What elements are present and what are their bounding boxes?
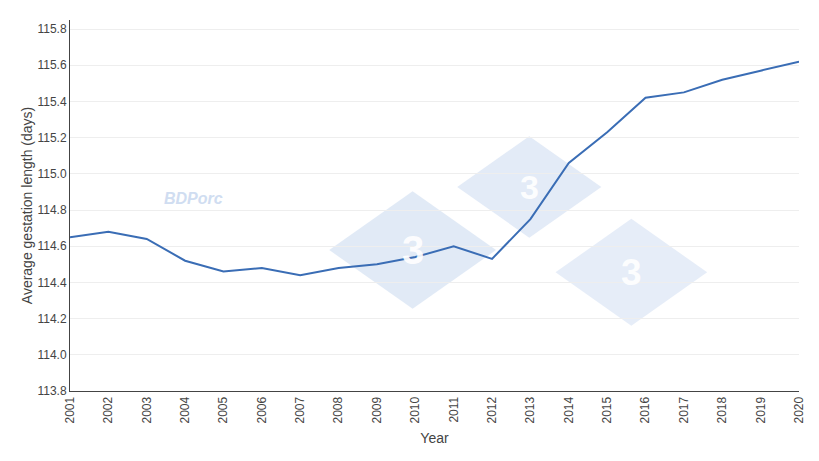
svg-text:2007: 2007 <box>293 396 307 423</box>
svg-text:BDPorc: BDPorc <box>164 190 223 207</box>
svg-text:2016: 2016 <box>638 396 652 423</box>
svg-text:2010: 2010 <box>408 396 422 423</box>
svg-text:114.6: 114.6 <box>37 239 66 253</box>
svg-text:2002: 2002 <box>101 396 115 423</box>
svg-text:2004: 2004 <box>178 396 192 423</box>
svg-text:3: 3 <box>621 252 642 293</box>
svg-text:3: 3 <box>520 168 539 206</box>
svg-text:115.4: 115.4 <box>37 95 66 109</box>
svg-text:114.2: 114.2 <box>37 312 66 326</box>
svg-text:2019: 2019 <box>754 396 768 423</box>
svg-text:2005: 2005 <box>216 396 230 423</box>
svg-text:114.4: 114.4 <box>37 276 66 290</box>
svg-text:Year: Year <box>420 430 449 446</box>
svg-text:2008: 2008 <box>331 396 345 423</box>
svg-text:2011: 2011 <box>447 396 461 422</box>
svg-text:2020: 2020 <box>792 396 806 423</box>
svg-text:114.8: 114.8 <box>37 203 66 217</box>
svg-text:113.8: 113.8 <box>37 384 66 398</box>
svg-text:2012: 2012 <box>485 396 499 423</box>
svg-text:2014: 2014 <box>562 396 576 423</box>
svg-text:115.6: 115.6 <box>37 58 66 72</box>
svg-text:115.2: 115.2 <box>37 131 66 145</box>
svg-text:115.0: 115.0 <box>37 167 66 181</box>
svg-text:2003: 2003 <box>140 396 154 423</box>
svg-text:114.0: 114.0 <box>37 348 66 362</box>
svg-text:2013: 2013 <box>523 396 537 423</box>
svg-text:115.8: 115.8 <box>37 22 66 36</box>
svg-text:3: 3 <box>402 228 424 272</box>
svg-text:2001: 2001 <box>63 396 77 423</box>
svg-text:Average gestation length (days: Average gestation length (days) <box>19 107 35 304</box>
svg-text:2017: 2017 <box>677 396 691 423</box>
svg-text:2018: 2018 <box>715 396 729 423</box>
svg-text:2009: 2009 <box>370 396 384 423</box>
svg-text:2006: 2006 <box>255 396 269 423</box>
svg-text:2015: 2015 <box>600 396 614 423</box>
